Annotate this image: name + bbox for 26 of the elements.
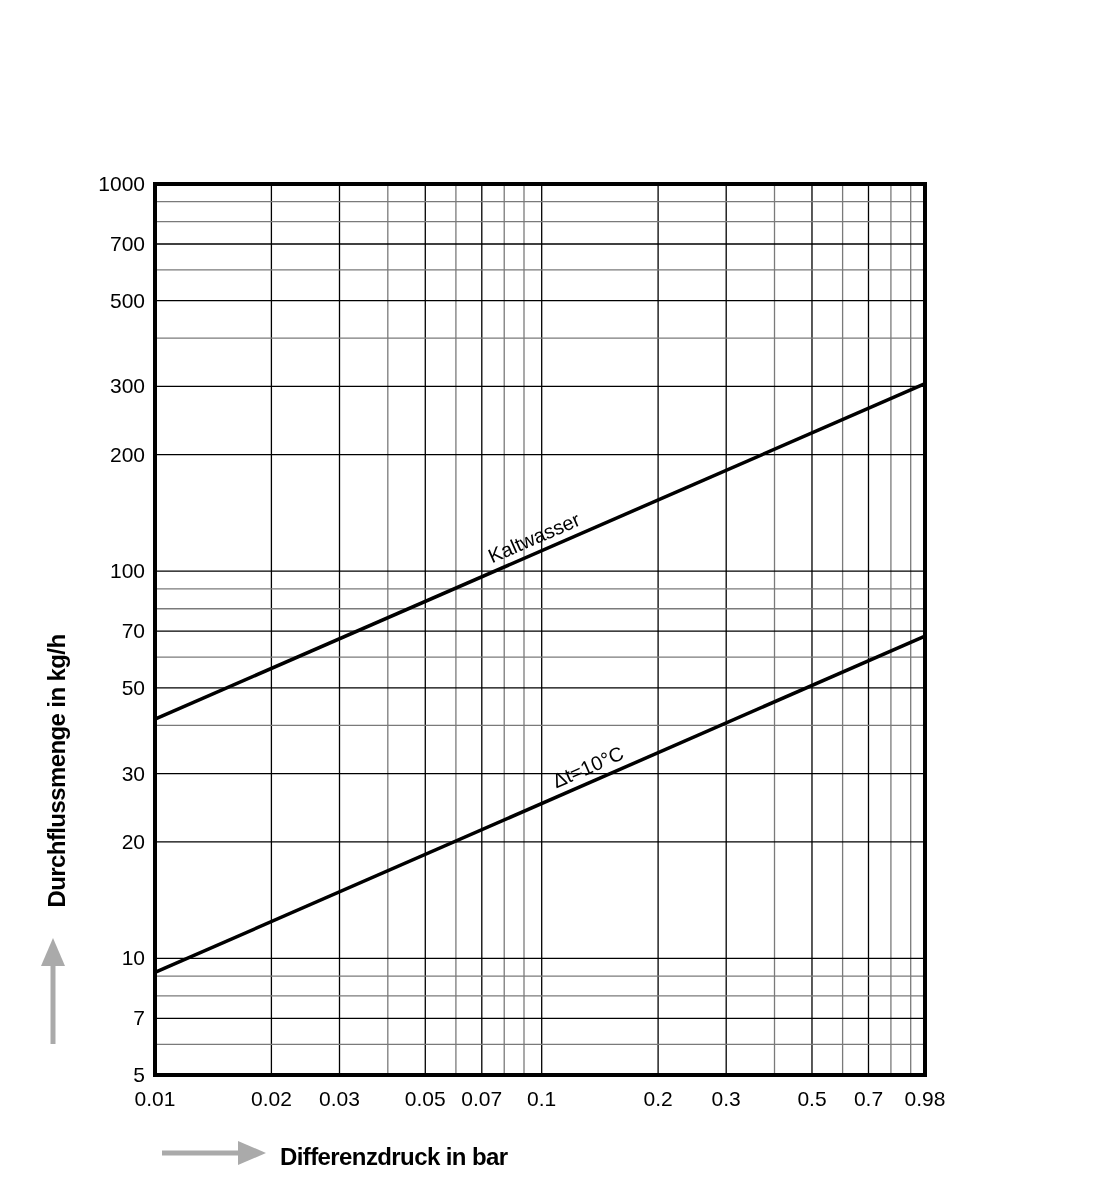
y-tick-label: 5: [133, 1063, 145, 1086]
x-tick-label: 0.2: [643, 1087, 673, 1110]
x-tick-label: 0.7: [853, 1087, 884, 1110]
x-tick-label: 0.01: [134, 1087, 176, 1110]
x-tick-label: 0.05: [404, 1087, 446, 1110]
x-tick-label: 0.03: [319, 1087, 360, 1110]
x-tick-label: 0.98: [904, 1087, 946, 1110]
y-tick-label: 20: [121, 829, 145, 853]
y-tick-label: 7: [133, 1006, 145, 1030]
y-tick-label: 300: [109, 374, 145, 398]
x-tick-label: 0.02: [250, 1087, 292, 1110]
x-tick-label: 0.1: [527, 1087, 557, 1110]
y-tick-label: 1000: [98, 172, 145, 195]
x-tick-label: 0.3: [711, 1087, 741, 1110]
x-tick-label: 0.5: [797, 1087, 827, 1110]
y-axis-title: Durchflussmenge in kg/h: [43, 634, 70, 908]
x-axis-title: Differenzdruck in bar: [280, 1143, 508, 1170]
y-tick-label: 700: [109, 231, 145, 255]
y-tick-label: 500: [109, 288, 145, 312]
y-tick-label: 70: [121, 619, 145, 643]
x-tick-label: 0.07: [461, 1087, 503, 1110]
y-tick-label: 200: [109, 442, 145, 466]
y-tick-label: 10: [121, 946, 145, 970]
y-tick-label: 50: [121, 675, 145, 699]
y-tick-label: 30: [121, 761, 145, 785]
y-tick-label: 100: [109, 559, 145, 583]
